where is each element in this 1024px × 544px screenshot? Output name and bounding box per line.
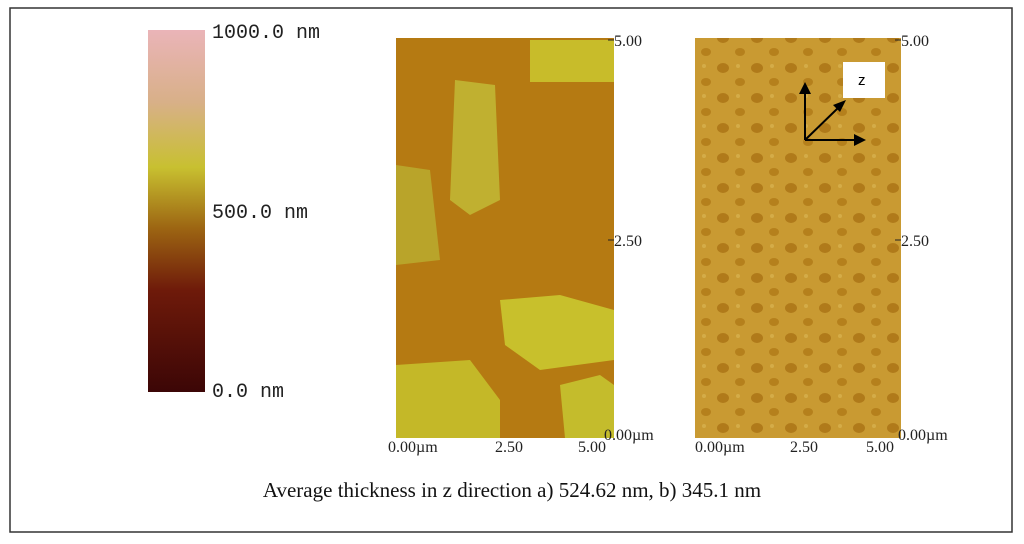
colorbar-label: 1000.0 nm [212, 22, 320, 45]
tick-label: 0.00µm [898, 427, 948, 444]
tick-label: 0.00µm [604, 427, 654, 444]
label-box [843, 62, 885, 98]
caption: Average thickness in z direction a) 524.… [263, 478, 761, 502]
color-bar [148, 30, 205, 392]
tick-label: 5.00 [866, 439, 894, 456]
afm-image-b [695, 38, 901, 438]
axis-label: z [858, 72, 866, 89]
colorbar-label: 500.0 nm [212, 202, 308, 225]
tick-label: 2.50 [495, 439, 523, 456]
tick-label: 5.00 [901, 33, 929, 50]
tick-label: 2.50 [614, 233, 642, 250]
tick-label: 2.50 [901, 233, 929, 250]
colorbar-label: 0.0 nm [212, 381, 284, 404]
tick-label: 5.00 [614, 33, 642, 50]
tick-label: 0.00µm [695, 439, 745, 456]
tick-label: 0.00µm [388, 439, 438, 456]
tick-label: 2.50 [790, 439, 818, 456]
tick-label: 5.00 [578, 439, 606, 456]
frame [9, 7, 1013, 533]
afm-image-a [396, 38, 614, 438]
axes-arrows [799, 82, 866, 146]
